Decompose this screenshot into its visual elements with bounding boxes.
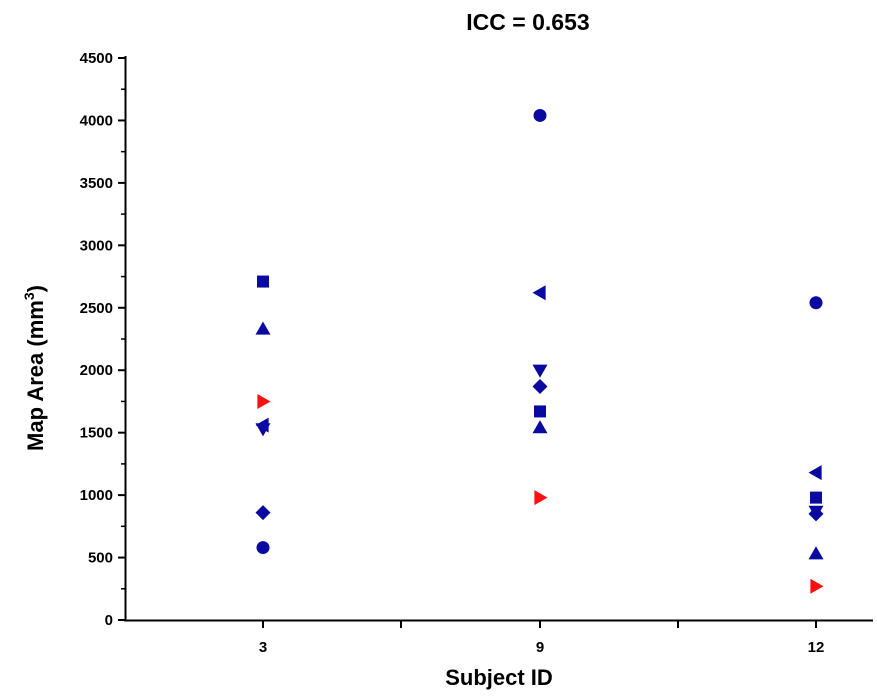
y-tick-label: 2000 (80, 362, 113, 379)
x-ticks: 3 9 12 (259, 620, 825, 656)
y-tick-label: 1000 (80, 487, 113, 504)
x-tick-label: 9 (536, 639, 544, 656)
y-axis-title: Map Area (mm3) (21, 285, 48, 451)
data-point-triangle-up (255, 321, 271, 335)
data-point-circle (533, 108, 547, 122)
x-tick-label: 3 (259, 639, 267, 656)
data-point-square (257, 275, 269, 288)
data-point-square (534, 405, 546, 418)
data-point-triangle-right (810, 578, 824, 594)
data-point-diamond (255, 505, 271, 521)
data-point-triangle-up (532, 420, 548, 434)
y-tick-label: 4000 (80, 112, 113, 129)
data-point-triangle-right (257, 393, 271, 409)
chart-title: ICC = 0.653 (466, 9, 589, 35)
y-axis-title-close: ) (23, 285, 48, 292)
data-markers (255, 108, 824, 594)
y-tick-label: 4500 (80, 50, 113, 67)
data-point-triangle-up (808, 546, 824, 560)
data-point-triangle-left (255, 417, 269, 433)
y-tick-label: 0 (105, 612, 113, 629)
y-tick-label: 1500 (80, 425, 113, 442)
y-ticks: 0 500 1000 1500 2000 2500 3000 3500 4000 4500 (80, 50, 125, 629)
data-point-triangle-left (808, 465, 822, 481)
data-point-circle (256, 541, 270, 555)
x-tick-label: 12 (808, 639, 825, 656)
data-point-diamond (808, 506, 824, 522)
data-point-triangle-left (532, 285, 546, 301)
x-axis-title: Subject ID (445, 665, 553, 690)
data-point-diamond (532, 378, 548, 394)
data-point-triangle-down (532, 364, 548, 378)
y-tick-label: 2500 (80, 300, 113, 317)
data-point-square (810, 491, 822, 504)
y-axis-title-main: Map Area (mm (23, 300, 48, 451)
y-tick-label: 500 (88, 550, 113, 567)
y-axis-title-superscript: 3 (21, 292, 37, 300)
data-point-triangle-right (534, 490, 548, 506)
y-tick-label: 3000 (80, 237, 113, 254)
data-point-circle (809, 296, 823, 310)
y-tick-label: 3500 (80, 175, 113, 192)
